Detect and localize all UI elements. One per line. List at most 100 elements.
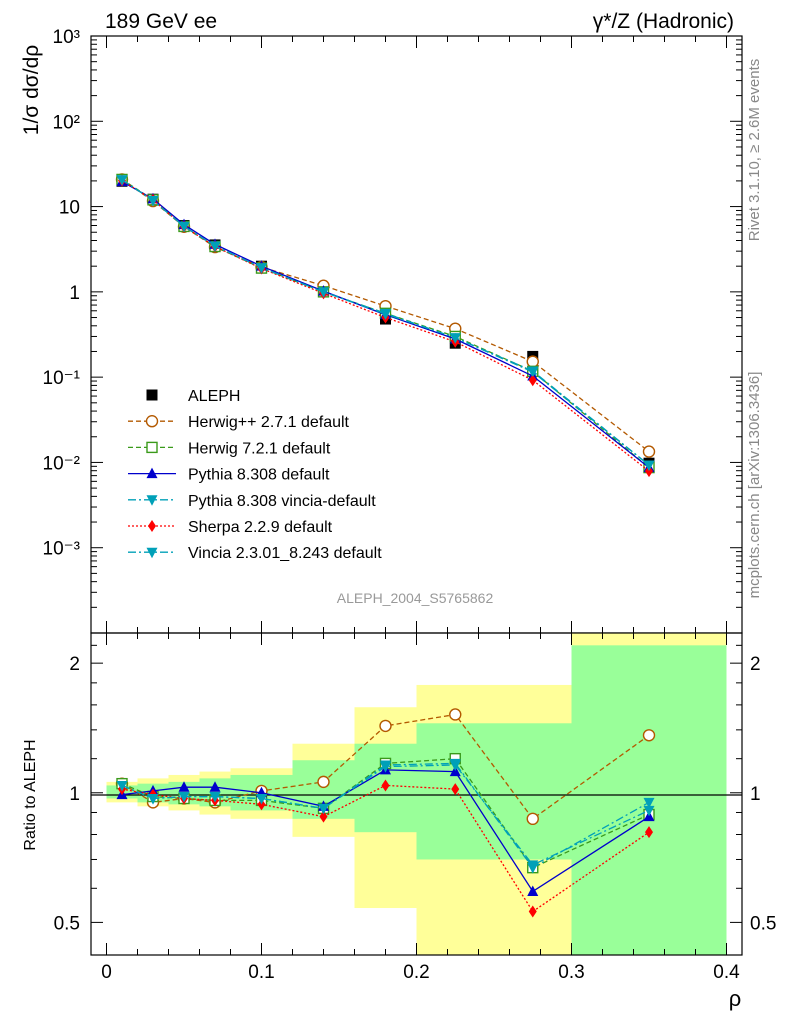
main-frame (90, 35, 743, 634)
ratio-point (178, 792, 190, 803)
legend-label: Pythia 8.308 vincia-default (188, 493, 376, 510)
ratio-point (643, 805, 655, 817)
ratio-y-ticks: 0.5 0.5 1 1 2 2 (54, 644, 776, 934)
ratio-point (642, 729, 656, 742)
x-axis-label: ρ (729, 986, 742, 1011)
ratio-point (147, 793, 159, 805)
legend-label: Herwig++ 2.7.1 default (188, 414, 350, 431)
legend-marker (146, 389, 158, 401)
ratio-point (317, 775, 330, 789)
data-point (528, 374, 537, 387)
series-line (121, 179, 650, 472)
ratio-point (526, 812, 539, 826)
legend: ALEPH Herwig++ 2.7.1 default Herwig 7.2.1 … (128, 388, 382, 562)
x-tick-label: 0.1 (248, 962, 274, 983)
ratio-point (256, 793, 267, 805)
legend-item-sherpa-2-2-9-default: Sherpa 2.2.9 default (128, 519, 333, 536)
data-point (642, 445, 656, 458)
data-point (147, 195, 159, 207)
data-point (380, 309, 391, 321)
data-point (116, 175, 128, 186)
x-tick-label: 0.4 (713, 962, 740, 983)
ratio-point (116, 780, 128, 792)
data-point (643, 460, 655, 472)
legend-marker (146, 467, 158, 479)
legend-label: ALEPH (188, 388, 240, 405)
series-vincia-2-3-01-8-243-default (116, 175, 655, 472)
ratio-point (209, 792, 221, 803)
legend-item-herwig-7-2-1-default: Herwig 7.2.1 default (128, 440, 331, 457)
rivet-version-label: Rivet 3.1.10, ≥ 2.6M events (746, 59, 763, 242)
band-segment (494, 723, 572, 860)
ratio-point (178, 781, 190, 792)
ratio-point (379, 719, 392, 733)
legend-item-vincia-2-3-01-8-243-default: Vincia 2.3.01_8.243 default (128, 545, 382, 562)
ratio-tick-label: 1 (69, 784, 80, 805)
analysis-id-label: ALEPH_2004_S5765862 (337, 590, 494, 606)
series-line (121, 769, 650, 893)
legend-marker (148, 520, 156, 532)
y-tick-label: 1 (69, 283, 80, 304)
ratio-point (643, 797, 655, 809)
ratio-series (115, 708, 656, 918)
ratio-x-ticks: 0 0.1 0.2 0.3 0.4 (101, 633, 740, 983)
ratio-point (451, 783, 460, 796)
ratio-point (209, 781, 221, 792)
ratio-point (527, 860, 539, 871)
legend-marker (146, 547, 158, 559)
series-line (121, 764, 650, 866)
y-tick-label: 10⁻¹ (43, 368, 81, 389)
ratio-point (380, 762, 391, 773)
legend-item-herwig-2-7-1-default: Herwig++ 2.7.1 default (128, 414, 350, 431)
main-y-axis-label: 1/σ dσ/dρ (20, 45, 43, 135)
legend-marker (145, 415, 159, 428)
x-tick-label: 0.2 (403, 962, 429, 983)
legend-label: Vincia 2.3.01_8.243 default (188, 545, 382, 562)
series-line (121, 784, 650, 913)
series-sherpa-2-2-9-default (118, 174, 653, 478)
legend-item-aleph: ALEPH (146, 388, 240, 405)
legend-label: Sherpa 2.2.9 default (188, 519, 333, 536)
legend-marker (146, 441, 158, 454)
y-tick-label: 10² (53, 112, 80, 133)
ratio-point (645, 826, 653, 839)
legend-label: Herwig 7.2.1 default (188, 440, 331, 457)
ratio-point (318, 803, 329, 815)
ratio-point (381, 779, 390, 792)
ratio-tick-label-right: 0.5 (750, 913, 776, 934)
x-tick-label: 0.3 (558, 962, 584, 983)
ratio-series-vincia-2-3-01-8-243-default (116, 760, 655, 871)
series-line (121, 713, 650, 820)
data-point (178, 221, 190, 233)
main-y-ticks: 10³ 10² 10 1 10⁻¹ 10⁻² 10⁻³ (43, 27, 742, 634)
data-point (449, 333, 461, 344)
legend-item-pythia-8-308-default: Pythia 8.308 default (128, 467, 330, 484)
legend-item-pythia-8-308-vincia-default: Pythia 8.308 vincia-default (128, 493, 376, 510)
data-point (256, 263, 267, 274)
ratio-point (449, 760, 461, 772)
y-tick-label: 10³ (53, 27, 80, 48)
main-panel: 10³ 10² 10 1 10⁻¹ 10⁻² 10⁻³ ALEPH_2004_S576586… (43, 27, 743, 634)
y-tick-label: 10⁻² (43, 453, 81, 474)
legend-marker (146, 495, 158, 506)
ratio-point (527, 885, 539, 896)
uncertainty-bands (106, 633, 727, 955)
data-point (527, 366, 539, 378)
ratio-point (528, 905, 537, 918)
main-series (115, 173, 656, 478)
series-line (121, 181, 650, 469)
ratio-tick-label: 2 (69, 654, 80, 675)
x-tick-label: 0 (101, 962, 112, 983)
data-point (526, 355, 539, 368)
y-tick-label: 10 (59, 198, 80, 219)
ratio-tick-label: 0.5 (54, 913, 80, 934)
data-point (645, 465, 653, 478)
ratio-y-axis-label: Ratio to ALEPH (22, 739, 39, 850)
series-line (121, 179, 650, 466)
process-label: γ*/Z (Hadronic) (593, 10, 734, 33)
data-point (318, 287, 329, 298)
ratio-tick-label-right: 2 (750, 654, 761, 675)
data-point (209, 241, 221, 252)
ratio-point (449, 708, 462, 721)
